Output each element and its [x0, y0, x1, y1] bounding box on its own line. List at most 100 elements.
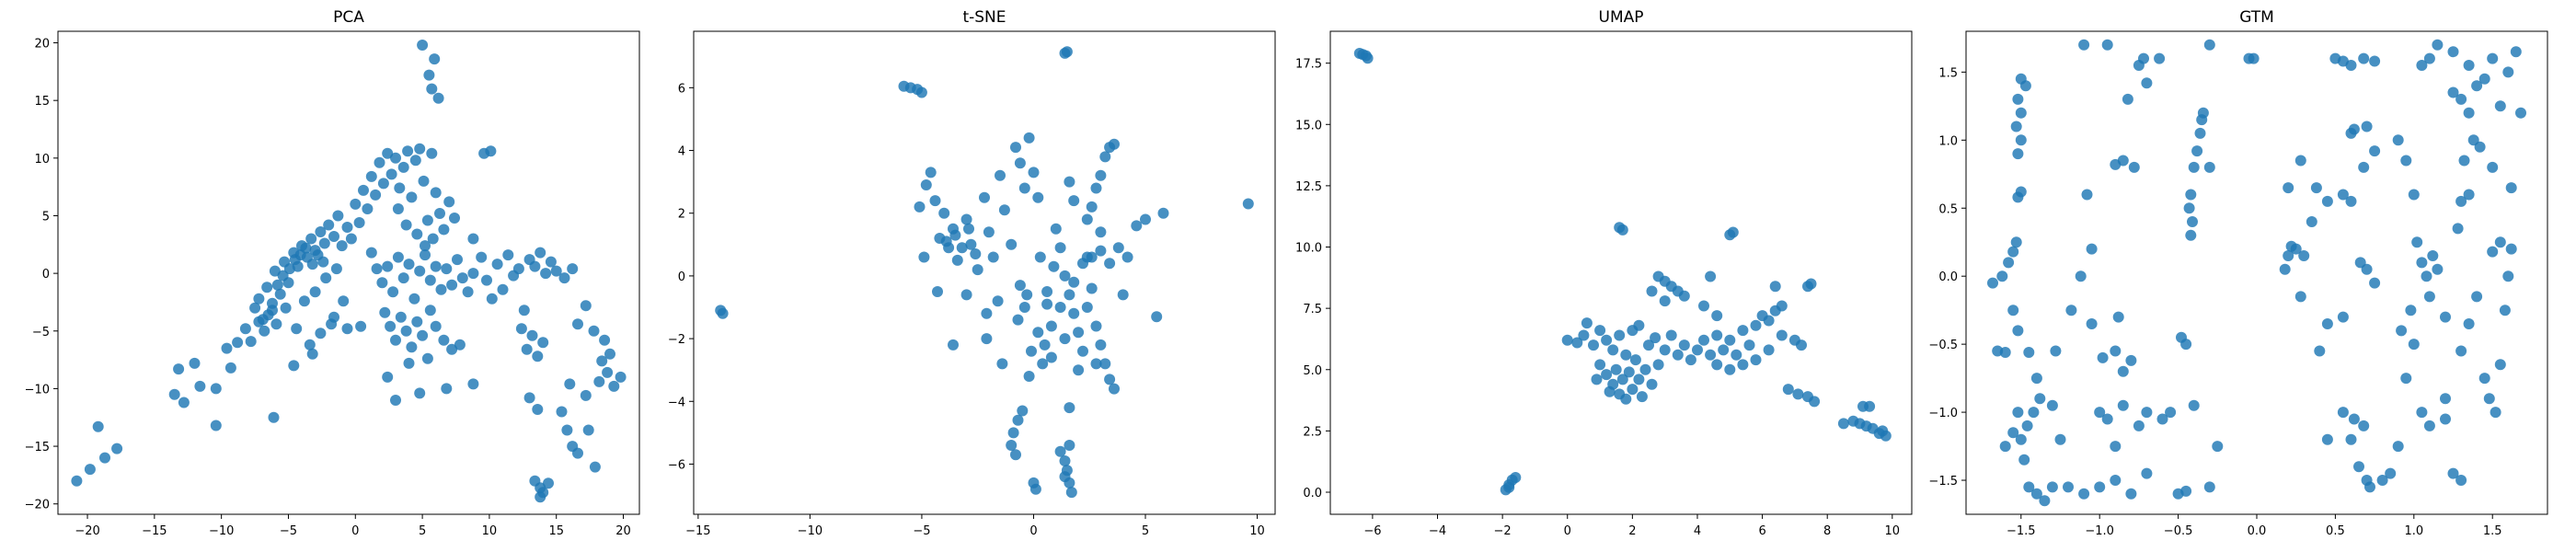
data-point — [414, 143, 426, 155]
data-point — [1039, 339, 1051, 351]
data-point — [481, 274, 492, 286]
x-tick-label: 2 — [1628, 524, 1636, 538]
data-point — [2065, 305, 2077, 316]
data-point — [1034, 251, 1046, 263]
data-point — [438, 334, 450, 346]
data-point — [550, 265, 562, 277]
data-point — [485, 145, 497, 157]
data-point — [1010, 142, 1021, 154]
data-point — [2248, 52, 2260, 64]
data-point — [1077, 345, 1088, 357]
data-point — [2015, 134, 2027, 146]
data-point — [1737, 325, 1749, 337]
data-point — [1095, 245, 1107, 257]
data-point — [970, 248, 982, 259]
data-point — [915, 86, 927, 98]
data-point — [1782, 384, 1794, 396]
data-point — [992, 295, 1004, 307]
data-point — [1571, 337, 1583, 349]
data-point — [925, 167, 937, 178]
y-tick-label: −1.5 — [1928, 475, 1958, 489]
data-point — [1017, 405, 1029, 417]
data-point — [1503, 481, 1515, 493]
data-point — [385, 168, 397, 180]
data-point — [371, 263, 383, 275]
data-point — [1012, 314, 1024, 326]
data-point — [2046, 399, 2058, 411]
data-point — [2185, 189, 2197, 201]
data-point — [1718, 344, 1730, 356]
data-point — [1090, 182, 1102, 194]
data-point — [262, 309, 274, 321]
data-point — [2440, 413, 2451, 425]
x-tick-label: −1.5 — [2007, 524, 2036, 538]
data-point — [996, 358, 1008, 370]
data-point — [2306, 216, 2317, 227]
data-point — [403, 259, 415, 270]
data-point — [406, 191, 418, 203]
data-point — [2012, 191, 2024, 203]
data-point — [338, 295, 350, 307]
data-point — [2097, 351, 2109, 363]
x-tick-label: 10 — [1885, 524, 1901, 538]
data-point — [245, 336, 257, 348]
data-point — [1646, 285, 1658, 297]
y-tick-label: 17.5 — [1295, 58, 1322, 72]
y-tick-label: −10 — [25, 383, 50, 397]
data-point — [2411, 236, 2423, 248]
data-point — [424, 274, 436, 286]
y-tick-label: 5 — [42, 210, 50, 224]
data-point — [1650, 332, 1662, 344]
data-point — [1157, 207, 1169, 219]
data-point — [2154, 52, 2166, 64]
data-point — [2505, 243, 2517, 255]
x-tick-label: 1.0 — [2404, 524, 2423, 538]
data-point — [2432, 39, 2444, 51]
data-point — [194, 380, 206, 392]
data-point — [2337, 311, 2349, 323]
data-point — [1685, 354, 1696, 366]
data-point — [545, 256, 557, 268]
data-point — [2023, 347, 2035, 358]
x-tick-label: −4 — [1429, 524, 1446, 538]
y-tick-label: 4 — [678, 145, 685, 159]
data-point — [2471, 80, 2483, 92]
data-point — [414, 387, 426, 399]
data-point — [960, 289, 972, 301]
y-tick-label: −4 — [668, 396, 685, 409]
data-point — [2321, 195, 2333, 207]
data-point — [414, 265, 426, 277]
data-point — [1614, 329, 1626, 341]
data-point — [2034, 393, 2046, 405]
data-point — [1705, 270, 1717, 282]
data-point — [2447, 46, 2459, 58]
data-point — [397, 272, 409, 284]
data-point — [2125, 354, 2137, 366]
data-point — [2128, 161, 2140, 173]
data-point — [1007, 427, 1019, 439]
data-point — [1090, 320, 1102, 332]
data-point — [981, 307, 993, 319]
x-tick-label: 5 — [419, 524, 426, 538]
y-tick-label: −20 — [25, 499, 50, 512]
data-point — [430, 320, 442, 332]
data-point — [2364, 481, 2375, 493]
y-tick-label: 0.0 — [1303, 487, 1322, 500]
data-point — [1068, 195, 1080, 207]
data-point — [1006, 440, 1018, 451]
data-point — [288, 360, 300, 372]
data-point — [2138, 52, 2149, 64]
data-point — [1776, 300, 1788, 312]
data-point — [309, 286, 321, 298]
data-point — [2046, 481, 2058, 493]
data-point — [561, 424, 573, 436]
data-point — [291, 323, 303, 335]
data-point — [1711, 310, 1723, 322]
data-point — [441, 383, 453, 395]
data-point — [2110, 158, 2122, 170]
data-point — [2321, 433, 2333, 445]
data-point — [1059, 270, 1071, 282]
data-point — [268, 411, 280, 423]
data-point — [1037, 358, 1049, 370]
